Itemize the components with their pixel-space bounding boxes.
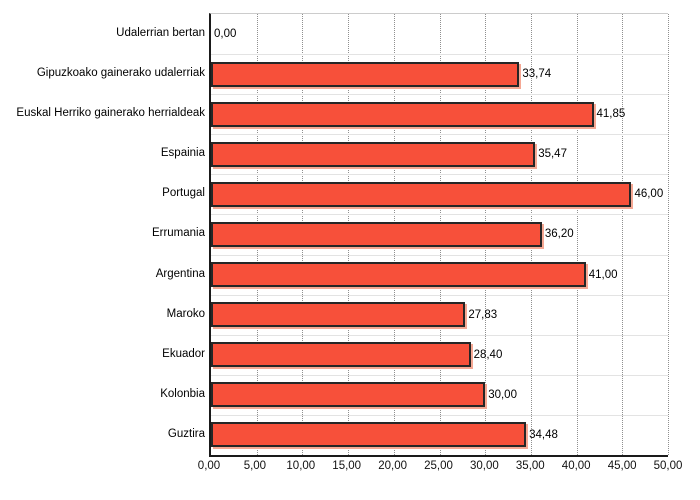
row-separator xyxy=(211,134,668,136)
category-label: Kolonbia xyxy=(160,387,205,400)
bar-row: 0,00 xyxy=(211,14,668,54)
row-separator xyxy=(211,414,668,416)
category-label: Maroko xyxy=(166,307,205,320)
x-tick-label: 20,00 xyxy=(378,460,407,472)
x-tick-label: 50,00 xyxy=(653,460,683,472)
gridline xyxy=(668,14,669,455)
bar-value-label: 35,47 xyxy=(538,148,567,161)
bar-row: 41,00 xyxy=(211,255,668,295)
x-tick-label: 5,00 xyxy=(243,460,267,472)
bar-row: 27,83 xyxy=(211,295,668,335)
category-label: Portugal xyxy=(162,187,205,200)
bar xyxy=(211,342,471,368)
plot-area: 0,00 33,74 41,85 35,47 46,00 36,20 41,00 27,83 2… xyxy=(209,13,669,457)
bar xyxy=(211,221,542,247)
bar-row: 36,20 xyxy=(211,214,668,254)
category-label: Udalerrian bertan xyxy=(116,27,205,40)
bar-row: 41,85 xyxy=(211,94,668,134)
bar-value-label: 41,85 xyxy=(596,108,626,121)
bar xyxy=(211,141,536,167)
bar-value-label: 28,40 xyxy=(473,348,503,361)
category-label: Argentina xyxy=(155,267,205,280)
bar xyxy=(211,101,594,127)
bar xyxy=(211,422,527,448)
bar-value-label: 34,48 xyxy=(529,428,558,441)
bar-value-label: 41,00 xyxy=(588,268,618,281)
category-label: Espainia xyxy=(160,147,205,160)
bar xyxy=(211,302,466,328)
gridline xyxy=(622,14,624,455)
row-separator xyxy=(211,294,668,296)
bar-row: 30,00 xyxy=(211,375,668,415)
bar-value-label: 27,83 xyxy=(468,308,498,321)
bar xyxy=(211,262,586,288)
x-tick-label: 35,00 xyxy=(515,460,545,472)
bar-value-label: 0,00 xyxy=(214,28,237,41)
x-tick-label: 15,00 xyxy=(332,460,362,472)
row-separator xyxy=(211,214,668,216)
bar-row: 34,48 xyxy=(211,415,668,455)
bar-value-label: 46,00 xyxy=(634,188,664,201)
x-tick-label: 10,00 xyxy=(286,460,316,472)
category-label: Gipuzkoako gainerako udalerriak xyxy=(36,67,205,80)
category-label: Guztira xyxy=(167,427,205,440)
row-separator xyxy=(211,374,668,376)
row-separator xyxy=(211,334,668,336)
x-tick-label: 30,00 xyxy=(470,460,499,472)
row-separator xyxy=(211,54,668,56)
row-separator xyxy=(211,174,668,176)
bar-value-label: 30,00 xyxy=(488,388,517,401)
bar-row: 33,74 xyxy=(211,54,668,94)
bar-row: 46,00 xyxy=(211,174,668,214)
x-tick-label: 40,00 xyxy=(561,460,591,472)
bar-value-label: 36,20 xyxy=(544,228,574,241)
x-tick-label: 45,00 xyxy=(607,460,637,472)
x-axis-labels: 0,00 5,00 10,00 15,00 20,00 25,00 30,00 35,00 40… xyxy=(198,460,683,476)
x-tick-label: 0,00 xyxy=(197,460,221,472)
row-separator xyxy=(211,94,668,96)
bar xyxy=(211,181,632,207)
category-label: Ekuador xyxy=(162,347,205,360)
bar-row: 28,40 xyxy=(211,335,668,375)
bar xyxy=(211,382,486,408)
x-tick-label: 25,00 xyxy=(424,460,453,472)
bar xyxy=(211,61,520,87)
bar-row: 35,47 xyxy=(211,134,668,174)
row-separator xyxy=(211,254,668,256)
category-label: Euskal Herriko gainerako herrialdeak xyxy=(16,107,205,120)
y-axis-labels: Udalerrian bertan Gipuzkoako gainerako ud… xyxy=(0,13,205,454)
gridline xyxy=(576,14,578,455)
bar-value-label: 33,74 xyxy=(522,68,552,81)
category-label: Errumania xyxy=(151,227,205,240)
